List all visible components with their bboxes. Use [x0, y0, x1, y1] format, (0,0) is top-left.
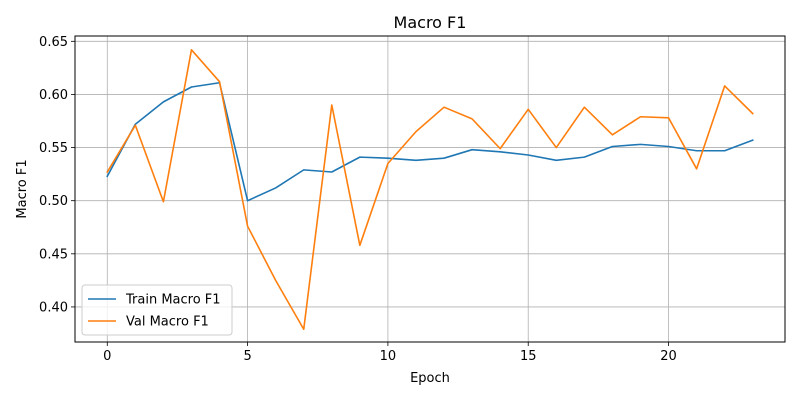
y-tick-label: 0.45 — [39, 247, 68, 262]
val-macro-f1-line — [106, 49, 754, 331]
legend-box — [81, 284, 233, 336]
plot-frame — [74, 35, 786, 343]
train-macro-f1-line — [106, 81, 754, 202]
legend-label-val: Val Macro F1 — [126, 315, 209, 330]
y-tick-label: 0.50 — [39, 194, 68, 209]
series-lines — [106, 49, 754, 331]
y-tick-label: 0.55 — [39, 141, 68, 156]
legend-label-train: Train Macro F1 — [125, 293, 221, 308]
x-axis-label: Epoch — [410, 371, 450, 386]
x-tick-label: 0 — [103, 349, 111, 364]
y-tick-label: 0.65 — [39, 35, 68, 50]
chart-title: Macro F1 — [394, 13, 467, 32]
y-tick-label: 0.60 — [39, 88, 68, 103]
x-tick-label: 10 — [380, 349, 397, 364]
legend: Train Macro F1 Val Macro F1 — [81, 284, 233, 336]
x-tick-label: 15 — [520, 349, 537, 364]
x-tick-label: 20 — [660, 349, 677, 364]
axis-ticks: 0 5 10 15 20 0.40 0.45 0.50 0.55 0.60 0.65 — [39, 35, 677, 364]
y-tick-label: 0.40 — [39, 300, 68, 315]
y-axis-label: Macro F1 — [15, 159, 30, 218]
x-tick-label: 5 — [243, 349, 251, 364]
